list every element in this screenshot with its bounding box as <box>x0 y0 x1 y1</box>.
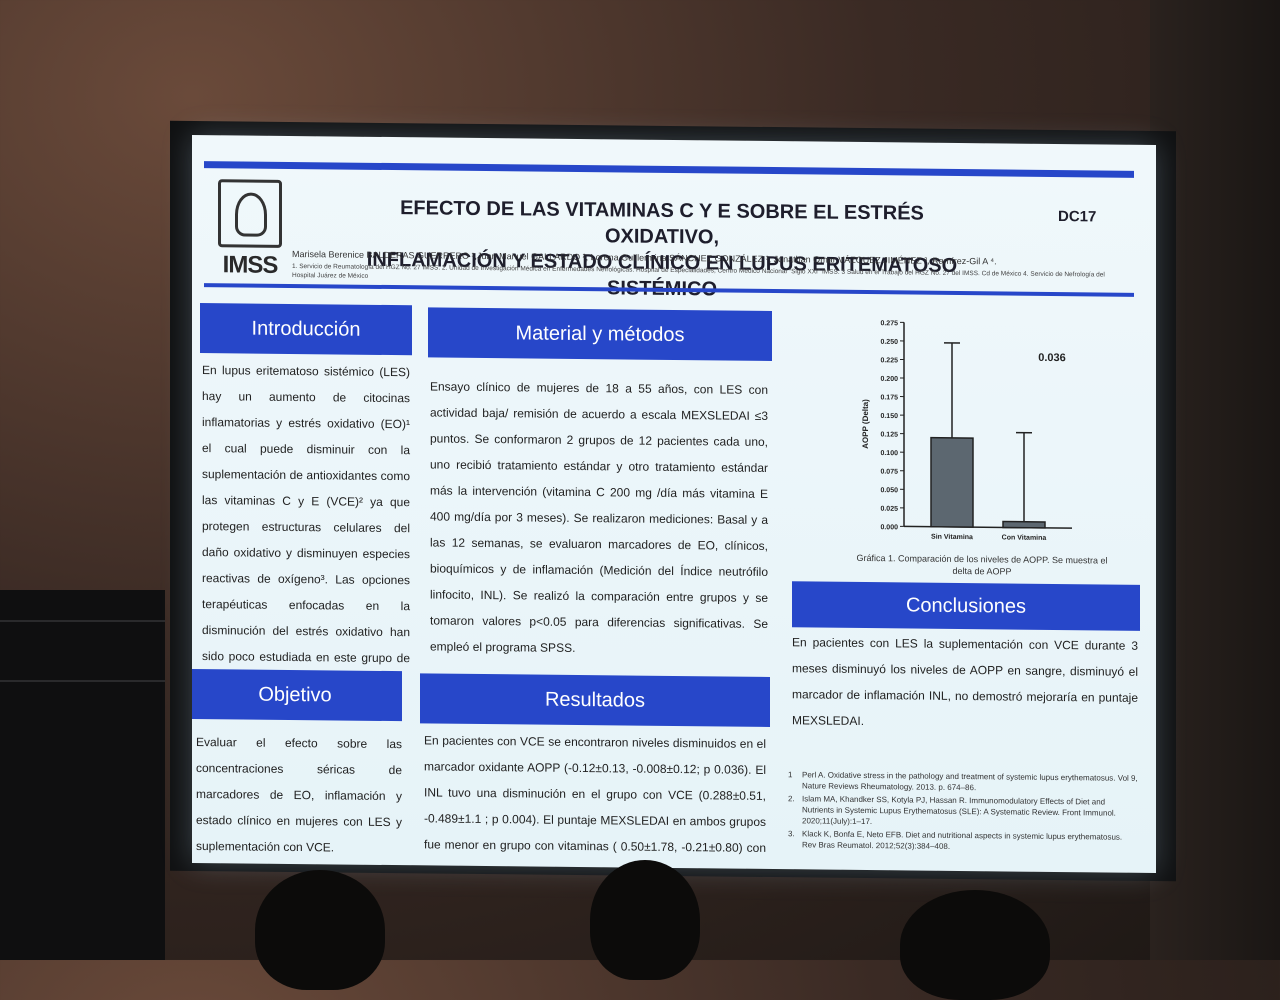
y-tick-label: 0.200 <box>880 376 898 383</box>
p-value-annotation: 0.036 <box>1038 352 1066 364</box>
y-tick-label: 0.000 <box>880 524 898 531</box>
audience-silhouettes <box>0 860 1280 960</box>
y-tick-label: 0.275 <box>880 320 898 327</box>
title-line-1: EFECTO DE LAS VITAMINAS C Y E SOBRE EL E… <box>342 195 982 254</box>
y-tick-label: 0.100 <box>880 450 898 457</box>
top-blue-bar <box>204 161 1134 178</box>
y-tick-label: 0.075 <box>880 469 898 476</box>
chart-caption: Gráfica 1. Comparación de los niveles de… <box>852 552 1112 579</box>
imss-logo: IMSS <box>218 179 282 272</box>
y-tick-label: 0.150 <box>880 413 898 420</box>
bar-2 <box>1003 522 1045 528</box>
y-tick-label: 0.050 <box>880 487 898 494</box>
introduccion-heading: Introducción <box>200 303 412 355</box>
y-tick-label: 0.025 <box>880 506 898 513</box>
material-heading: Material y métodos <box>428 307 772 361</box>
introduccion-text: En lupus eritematoso sistémico (LES) hay… <box>202 357 410 697</box>
reference-3: 3.Klack K, Bonfa E, Neto EFB. Diet and n… <box>788 828 1138 854</box>
x-tick-label: Con Vitamina <box>1002 534 1047 541</box>
reference-2: 2.Islam MA, Khandker SS, Kotyla PJ, Hass… <box>788 793 1138 830</box>
bar-1 <box>931 438 973 527</box>
aopp-chart: 0.000 0.025 0.050 0.075 0.100 0.125 0.150 0.175… <box>852 314 1112 577</box>
resultados-text: En pacientes con VCE se encontraron nive… <box>424 727 766 873</box>
y-tick-label: 0.125 <box>880 431 898 438</box>
y-tick-label: 0.175 <box>880 394 898 401</box>
conclusiones-heading: Conclusiones <box>792 581 1140 631</box>
conclusiones-text: En pacientes con LES la suplementación c… <box>792 629 1138 737</box>
x-tick-label: Sin Vitamina <box>931 534 973 541</box>
imss-emblem-icon <box>218 179 282 248</box>
material-text: Ensayo clínico de mujeres de 18 a 55 año… <box>430 373 768 663</box>
projected-poster: IMSS EFECTO DE LAS VITAMINAS C Y E SOBRE… <box>192 135 1156 873</box>
y-tick-label: 0.225 <box>880 357 898 364</box>
objetivo-text: Evaluar el efecto sobre las concentracio… <box>196 729 402 861</box>
y-axis-label: AOPP (Delta) <box>861 399 870 449</box>
resultados-heading: Resultados <box>420 673 770 727</box>
objetivo-heading: Objetivo <box>192 669 402 721</box>
y-tick-label: 0.250 <box>880 339 898 346</box>
x-axis <box>904 526 1072 528</box>
poster-code: DC17 <box>1058 208 1096 225</box>
logo-text: IMSS <box>218 251 282 280</box>
